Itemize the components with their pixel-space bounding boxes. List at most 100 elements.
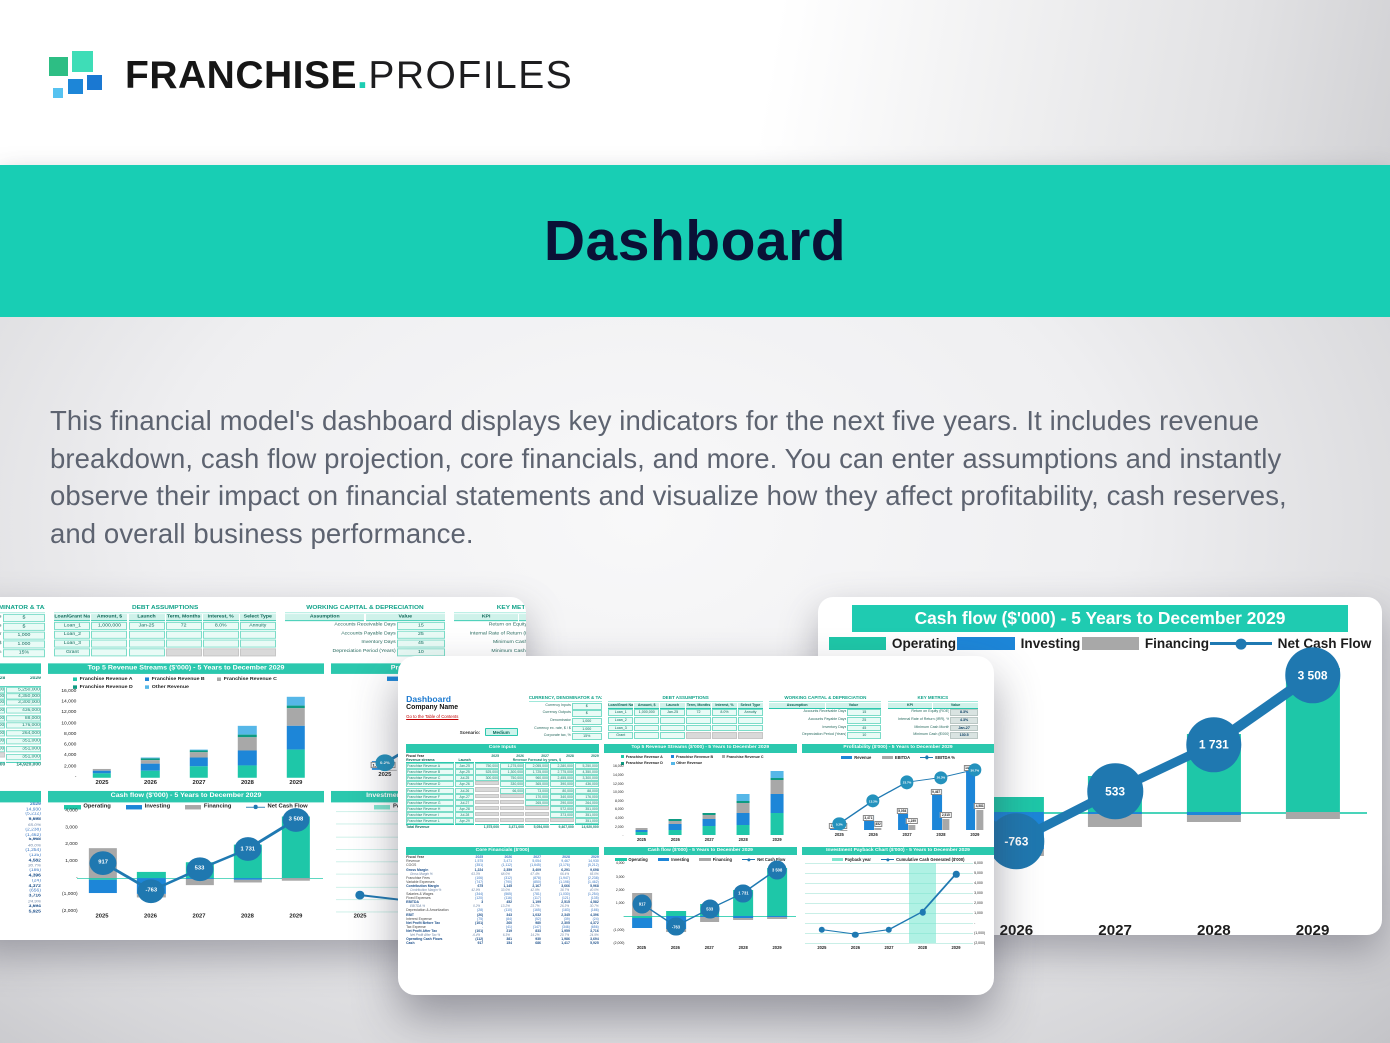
year-header: 2029 xyxy=(29,802,41,807)
revenue-value-label: 9,467 xyxy=(930,788,942,795)
row-label: EBITDA xyxy=(406,900,419,905)
ebitda-value-label: 452 xyxy=(873,821,883,828)
column-header: Assumption xyxy=(285,614,365,622)
logo-text: FRANCHISE.PROFILES xyxy=(125,54,573,98)
row-label: Contribution Margin % xyxy=(409,888,442,893)
x-label: 2026 xyxy=(850,945,860,951)
cell-value: 0.2% xyxy=(473,904,481,909)
legend-label: Net Cash Flow xyxy=(267,804,308,810)
x-label: 2027 xyxy=(192,780,206,786)
column-header: Value xyxy=(933,702,978,709)
stream-name: Franchise Revenue F xyxy=(406,793,455,800)
net-cash-flow-value: -763 xyxy=(145,888,158,894)
y-tick: 1,000 xyxy=(974,911,983,916)
bar-segment xyxy=(767,916,788,919)
cell-value: (781) xyxy=(532,892,541,897)
top5-plot: 16,000 14,000 12,000 10,000 8,000 6,000 4,000 2… xyxy=(613,764,794,838)
cash-flow-plot: 4,000 3,000 2,000 1,000 - (1,000) (2,000) 917 -7… xyxy=(62,807,323,914)
gridline xyxy=(805,873,973,875)
color-swatch-icon xyxy=(64,804,81,810)
cell-value: (39) xyxy=(563,916,570,921)
cell-value: (24) xyxy=(592,916,599,921)
cell-value: 300,000 xyxy=(474,775,500,782)
cell-value: (312) xyxy=(504,875,513,880)
column-header: Term, Months xyxy=(165,614,202,622)
legend-label: Franchise Revenue D xyxy=(625,761,663,766)
financial-row: Operating Cash Flows (112) 381 930 1,986 3,69… xyxy=(406,937,599,941)
cell-value: 80,000 xyxy=(549,787,574,794)
cell-value: (1,462) xyxy=(587,879,599,884)
logo-word-franchise: FRANCHISE xyxy=(125,54,358,97)
cell-value: 3,300,000 xyxy=(6,699,41,706)
table-row: Accounts Payable Days 25 xyxy=(769,716,882,724)
bar-segment xyxy=(770,793,784,813)
bar-segment xyxy=(736,794,750,802)
row-label: Loan_3 xyxy=(54,639,91,648)
ebitda-pct-bubble: 23.7% xyxy=(900,775,914,790)
table-row: Minimum Cash ($'000)130.5 xyxy=(454,649,526,657)
x-label: 2025 xyxy=(636,837,647,843)
row-label: Revenue xyxy=(406,859,420,864)
x-label: 2029 xyxy=(289,914,303,920)
x-label: 2025 xyxy=(95,780,109,786)
row-label: Currency ex. rate, $ / $ xyxy=(534,725,571,730)
cell-value xyxy=(711,724,738,732)
x-label: 2026 xyxy=(999,922,1034,935)
row-label: EBIT xyxy=(406,912,414,917)
stream-name: Franchise Revenue H xyxy=(406,805,455,812)
chart-title: Profitability ($'000) - 5 Years to Decem… xyxy=(801,744,994,753)
cumulative-cash-point xyxy=(852,931,859,938)
chart-title: Top 5 Revenue Streams ($'000) - 5 Years … xyxy=(48,663,324,674)
row-label: Net Profit After Tax % xyxy=(409,933,441,938)
y-tick: (2,000) xyxy=(62,909,78,914)
cell-value: 88,000 xyxy=(574,787,599,794)
revenue-stream-row: Franchise Revenue FApr-27170,000340,0001… xyxy=(0,721,41,729)
line-swatch-icon xyxy=(1210,642,1272,646)
color-swatch-icon xyxy=(671,755,675,759)
x-label: 2025 xyxy=(636,945,647,951)
cell-value xyxy=(711,716,738,724)
launch-date: Jul-25 xyxy=(455,775,475,782)
cell-value: 63.3% xyxy=(471,871,481,876)
net-cash-flow-bubble: 1 731 xyxy=(234,837,262,862)
cell-value: 1,000,000 xyxy=(634,709,660,717)
cell-value: 5,250,000 xyxy=(6,686,41,694)
y-tick: (1,000) xyxy=(974,931,986,936)
cell-value: (116) xyxy=(504,896,513,901)
launch-date: Apr-26 xyxy=(455,781,475,788)
cell-value: 72 xyxy=(165,622,202,631)
table-of-contents-link: Go to the Table of Contents xyxy=(406,713,459,719)
cell-value: 340,000 xyxy=(0,722,6,729)
y-tick: 12,000 xyxy=(61,710,77,716)
color-swatch-icon xyxy=(621,755,625,759)
cell-value: 25 xyxy=(396,631,445,640)
cell-value: (656) xyxy=(590,924,599,929)
cell-value: (565) xyxy=(504,892,513,897)
row-label: Inventory Days xyxy=(822,724,847,729)
cell-value xyxy=(737,724,763,732)
cell-value: 6,291 xyxy=(561,867,570,872)
cell-value: (878) xyxy=(532,875,541,880)
total-value: 9,467,000 xyxy=(0,761,6,767)
net-cash-flow-bubble: -763 xyxy=(666,917,686,937)
x-label: 2029 xyxy=(1295,922,1330,935)
y-tick: - xyxy=(622,833,624,838)
stacked-bar xyxy=(238,691,257,778)
y-tick: - xyxy=(74,775,77,780)
financial-row: Variable Expenses(747)(790)(850)(1,198)(… xyxy=(0,833,41,838)
cell-value: (747) xyxy=(475,879,484,884)
table-w-km km: KEY METRICSKPIValueReturn on Equity (ROE… xyxy=(887,695,978,740)
financial-row: EBITDA %0.2%13.2%23.7%26.3%30.7% xyxy=(0,863,41,868)
net-cash-flow-value: 917 xyxy=(638,901,646,907)
spacer xyxy=(455,753,474,757)
column-header: Revenue Forecast by years, $ xyxy=(0,682,41,687)
